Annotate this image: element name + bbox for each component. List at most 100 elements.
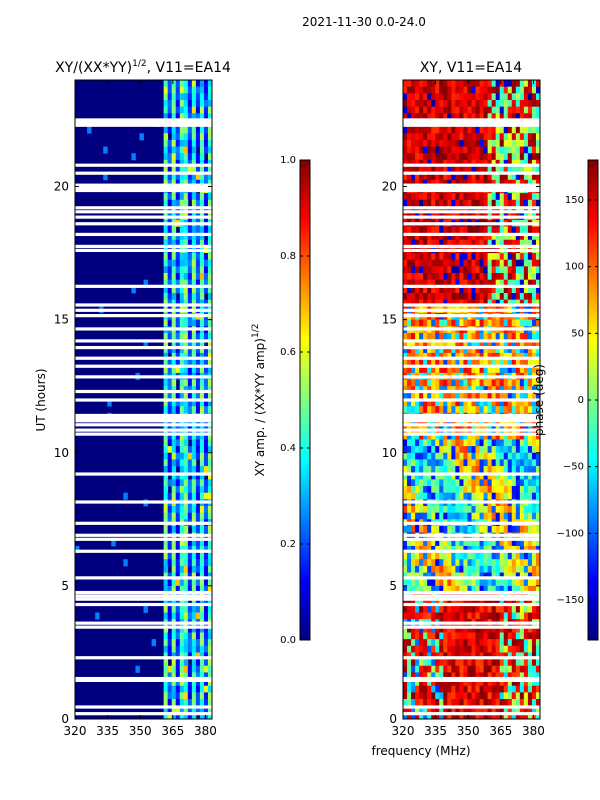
heatmap-cell bbox=[199, 346, 205, 354]
heatmap-cell bbox=[475, 93, 480, 101]
heatmap-cell bbox=[467, 659, 472, 667]
heatmap-cell bbox=[419, 639, 424, 647]
heatmap-cell bbox=[179, 572, 185, 580]
heatmap-cell bbox=[447, 159, 452, 167]
heatmap-cell bbox=[519, 106, 525, 114]
heatmap-cell bbox=[527, 379, 533, 387]
heatmap-cell bbox=[435, 506, 440, 514]
heatmap-cell bbox=[435, 359, 440, 367]
heatmap-cell bbox=[179, 645, 185, 653]
heatmap-cell bbox=[467, 80, 472, 88]
heatmap-cell bbox=[483, 193, 489, 201]
heatmap-cell bbox=[515, 133, 521, 141]
heatmap-cell bbox=[203, 452, 209, 460]
heatmap-cell bbox=[455, 652, 460, 660]
heatmap-cell bbox=[459, 679, 464, 687]
heatmap-cell bbox=[175, 419, 181, 427]
heatmap-cell bbox=[503, 259, 509, 267]
heatmap-cell bbox=[511, 359, 517, 367]
heatmap-cell bbox=[199, 359, 205, 367]
heatmap-cell bbox=[171, 399, 177, 407]
heatmap-cell bbox=[191, 472, 197, 480]
heatmap-cell bbox=[527, 80, 533, 88]
data-gap bbox=[75, 521, 212, 525]
heatmap-cell bbox=[403, 612, 408, 620]
heatmap-cell bbox=[199, 525, 205, 534]
heatmap-cell bbox=[499, 712, 505, 720]
heatmap-cell bbox=[171, 153, 177, 161]
heatmap-cell bbox=[423, 539, 428, 547]
heatmap-cell bbox=[439, 239, 444, 247]
heatmap-cell bbox=[491, 612, 497, 620]
heatmap-cell bbox=[451, 126, 456, 134]
heatmap-cell bbox=[483, 612, 489, 620]
heatmap-cell bbox=[495, 339, 501, 347]
heatmap-cell bbox=[467, 419, 472, 427]
heatmap-cell bbox=[435, 685, 440, 693]
heatmap-cell bbox=[519, 293, 525, 301]
heatmap-cell bbox=[511, 233, 517, 241]
heatmap-cell bbox=[415, 179, 420, 187]
heatmap-cell bbox=[535, 672, 541, 680]
heatmap-cell bbox=[443, 126, 448, 134]
heatmap-cell bbox=[431, 139, 436, 147]
heatmap-cell bbox=[515, 332, 521, 340]
heatmap-cell bbox=[527, 572, 533, 580]
heatmap-cell bbox=[495, 572, 501, 580]
heatmap-cell bbox=[403, 239, 408, 247]
heatmap-cell bbox=[487, 599, 493, 607]
heatmap-cell bbox=[511, 645, 517, 653]
heatmap-cell bbox=[439, 659, 444, 667]
heatmap-cell bbox=[187, 106, 193, 114]
heatmap-cell bbox=[179, 692, 185, 700]
heatmap-cell bbox=[175, 286, 181, 294]
heatmap-cell bbox=[475, 273, 480, 281]
heatmap-cell bbox=[419, 439, 424, 447]
heatmap-cell bbox=[487, 705, 493, 713]
heatmap-cell bbox=[407, 512, 412, 520]
heatmap-cell bbox=[503, 86, 509, 94]
heatmap-cell bbox=[471, 446, 476, 454]
heatmap-cell bbox=[175, 639, 181, 647]
heatmap-cell bbox=[191, 146, 197, 154]
heatmap-cell bbox=[527, 539, 533, 547]
heatmap-cell bbox=[427, 659, 432, 667]
heatmap-cell bbox=[523, 679, 529, 687]
data-gap bbox=[403, 389, 540, 394]
data-gap bbox=[75, 222, 212, 226]
heatmap-cell bbox=[511, 159, 517, 167]
heatmap-cell bbox=[163, 466, 169, 474]
heatmap-cell bbox=[491, 599, 497, 607]
data-gap bbox=[403, 621, 540, 625]
heatmap-cell bbox=[451, 585, 456, 593]
heatmap-cell bbox=[511, 512, 517, 520]
heatmap-cell bbox=[419, 352, 424, 360]
heatmap-cell bbox=[171, 645, 177, 653]
heatmap-cell bbox=[423, 605, 428, 613]
heatmap-cell bbox=[471, 625, 476, 633]
colorbar-tick-label: −150 bbox=[557, 595, 584, 606]
heatmap-cell bbox=[503, 552, 509, 560]
heatmap-cell bbox=[199, 146, 205, 154]
heatmap-cell bbox=[535, 705, 541, 713]
heatmap-cell bbox=[475, 645, 480, 653]
heatmap-cell bbox=[467, 605, 472, 613]
heatmap-cell bbox=[179, 239, 185, 247]
heatmap-cell bbox=[475, 492, 480, 500]
heatmap-cell bbox=[403, 332, 408, 340]
heatmap-cell bbox=[447, 712, 452, 720]
heatmap-cell bbox=[431, 153, 436, 161]
data-gap bbox=[75, 537, 212, 541]
heatmap-cell bbox=[443, 506, 448, 514]
heatmap-cell bbox=[191, 665, 197, 673]
heatmap-cell bbox=[483, 439, 489, 447]
heatmap-cell bbox=[403, 293, 408, 301]
heatmap-cell bbox=[195, 552, 201, 560]
heatmap-cell bbox=[407, 233, 412, 241]
heatmap-cell bbox=[171, 206, 177, 214]
heatmap-cell bbox=[411, 432, 416, 440]
heatmap-cell bbox=[459, 539, 464, 547]
heatmap-cell bbox=[207, 99, 213, 108]
heatmap-cell bbox=[167, 492, 173, 500]
heatmap-cell bbox=[439, 545, 444, 553]
